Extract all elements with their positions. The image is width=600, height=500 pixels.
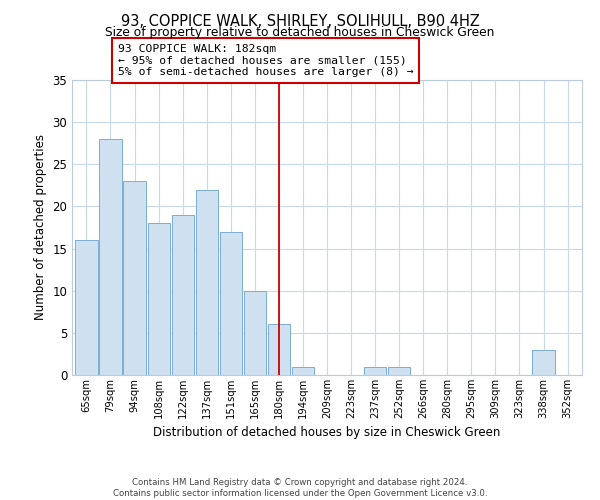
Bar	[172, 215, 194, 375]
Text: 93 COPPICE WALK: 182sqm
← 95% of detached houses are smaller (155)
5% of semi-de: 93 COPPICE WALK: 182sqm ← 95% of detache…	[118, 44, 413, 77]
Text: Size of property relative to detached houses in Cheswick Green: Size of property relative to detached ho…	[106, 26, 494, 39]
Bar	[220, 232, 242, 375]
Text: 93, COPPICE WALK, SHIRLEY, SOLIHULL, B90 4HZ: 93, COPPICE WALK, SHIRLEY, SOLIHULL, B90…	[121, 14, 479, 29]
Bar	[124, 181, 146, 375]
Bar	[100, 139, 122, 375]
Bar	[244, 290, 266, 375]
X-axis label: Distribution of detached houses by size in Cheswick Green: Distribution of detached houses by size …	[154, 426, 500, 440]
Bar	[76, 240, 98, 375]
Bar	[532, 350, 554, 375]
Bar	[196, 190, 218, 375]
Text: Contains HM Land Registry data © Crown copyright and database right 2024.
Contai: Contains HM Land Registry data © Crown c…	[113, 478, 487, 498]
Bar	[292, 366, 314, 375]
Bar	[364, 366, 386, 375]
Bar	[148, 224, 170, 375]
Bar	[268, 324, 290, 375]
Bar	[388, 366, 410, 375]
Y-axis label: Number of detached properties: Number of detached properties	[34, 134, 47, 320]
